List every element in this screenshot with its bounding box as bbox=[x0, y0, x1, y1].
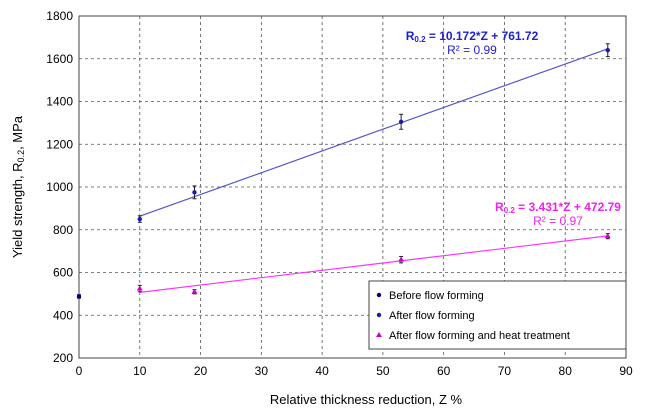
legend-marker bbox=[376, 292, 382, 298]
x-tick-label: 50 bbox=[376, 364, 390, 378]
legend-marker bbox=[376, 332, 382, 337]
axes bbox=[78, 15, 627, 359]
data-point bbox=[76, 294, 82, 299]
fit-equation-sub: 0.2 bbox=[414, 35, 426, 44]
fit-equation-sub: 0.2 bbox=[504, 206, 516, 215]
data-point bbox=[191, 288, 198, 294]
x-tick-label: 60 bbox=[437, 364, 451, 378]
y-tick-label: 1000 bbox=[46, 180, 73, 194]
y-axis-label-main: Yield strength, R bbox=[10, 162, 25, 258]
fit-equation: R0.2 = 10.172*Z + 761.72 bbox=[406, 29, 539, 44]
x-tick-labels: 0 10 20 30 40 50 60 70 80 90 bbox=[76, 364, 633, 378]
data-points bbox=[76, 43, 611, 299]
legend-label: Before flow forming bbox=[389, 290, 484, 302]
legend-marker bbox=[376, 312, 382, 318]
x-tick-label: 90 bbox=[619, 364, 633, 378]
y-axis-label-sub: 0.2 bbox=[16, 150, 26, 163]
plot-border bbox=[78, 15, 627, 359]
data-point bbox=[136, 285, 143, 291]
y-tick-label: 800 bbox=[53, 223, 73, 237]
x-tick-label: 10 bbox=[133, 364, 147, 378]
data-point bbox=[398, 119, 404, 125]
y-axis-label: Yield strength, R0.2, MPa bbox=[10, 115, 26, 258]
y-tick-label: 1200 bbox=[46, 137, 73, 151]
x-tick-label: 0 bbox=[76, 364, 83, 378]
y-tick-label: 1600 bbox=[46, 52, 73, 66]
y-tick-label: 200 bbox=[53, 351, 73, 365]
y-tick-label: 400 bbox=[53, 308, 73, 322]
data-point bbox=[137, 216, 142, 222]
trend-line bbox=[139, 235, 608, 293]
trend-lines bbox=[139, 48, 608, 293]
data-point bbox=[398, 256, 405, 262]
fit-equation: R0.2 = 3.431*Z + 472.79 bbox=[495, 200, 621, 215]
data-point bbox=[192, 190, 197, 195]
data-point bbox=[604, 233, 611, 239]
y-tick-labels: 200 400 600 800 1000 1200 1400 1600 1800 bbox=[46, 9, 73, 365]
legend: Before flow forming After flow forming Aft… bbox=[368, 280, 627, 350]
x-tick-label: 70 bbox=[498, 364, 512, 378]
x-tick-label: 80 bbox=[559, 364, 573, 378]
x-tick-label: 20 bbox=[194, 364, 208, 378]
legend-box bbox=[368, 280, 627, 350]
legend-label: After flow forming and heat treatment bbox=[389, 330, 570, 342]
fit-r-squared: R² = 0.99 bbox=[447, 43, 497, 57]
fit-equation-prefix: R bbox=[406, 29, 415, 43]
fit-r-squared: R² = 0.97 bbox=[533, 214, 583, 228]
y-tick-label: 1800 bbox=[46, 9, 73, 23]
data-point bbox=[605, 48, 610, 53]
x-axis-label: Relative thickness reduction, Z % bbox=[270, 392, 463, 407]
fit-equation-rest: = 3.431*Z + 472.79 bbox=[515, 200, 621, 214]
fit-equation-prefix: R bbox=[495, 200, 504, 214]
trend-line bbox=[139, 48, 608, 217]
x-tick-label: 30 bbox=[255, 364, 269, 378]
legend-label: After flow forming bbox=[389, 310, 475, 322]
y-tick-label: 600 bbox=[53, 266, 73, 280]
x-tick-label: 40 bbox=[315, 364, 329, 378]
fit-equation-rest: = 10.172*Z + 761.72 bbox=[426, 29, 539, 43]
y-tick-label: 1400 bbox=[46, 95, 73, 109]
y-axis-label-tail: , MPa bbox=[10, 115, 25, 150]
